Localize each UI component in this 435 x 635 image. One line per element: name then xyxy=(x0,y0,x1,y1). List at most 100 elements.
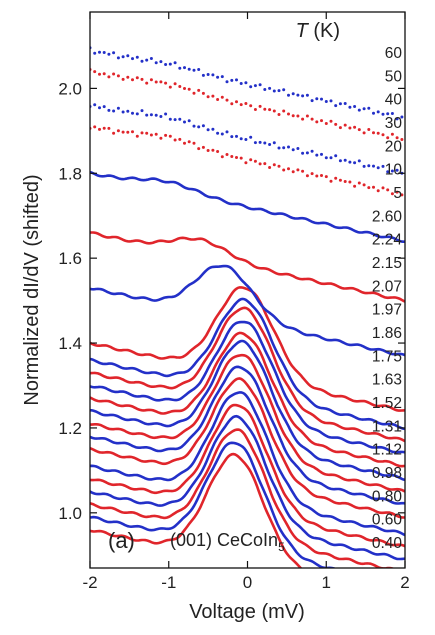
series-30-point xyxy=(263,162,267,166)
series-60-point xyxy=(230,78,234,82)
series-50-point xyxy=(98,72,101,76)
series-40-point xyxy=(112,109,116,113)
series-50-point xyxy=(291,114,295,118)
series-50-point xyxy=(343,123,347,127)
series-1.75-curve xyxy=(90,353,405,493)
series-30-point xyxy=(310,172,314,176)
series-40-point xyxy=(140,109,144,113)
series-60-point xyxy=(315,97,319,101)
series-30-point xyxy=(277,164,281,168)
series-30-point xyxy=(183,141,186,145)
series-40-point xyxy=(230,135,234,139)
series-40-point xyxy=(376,166,380,170)
series-40-point xyxy=(268,143,272,146)
series-label-2.60: 2.60 xyxy=(372,208,403,225)
series-50-point xyxy=(164,81,168,85)
series-60-point xyxy=(239,82,243,85)
series-50-point xyxy=(230,102,234,106)
series-60-point xyxy=(211,73,215,77)
series-label-1.97: 1.97 xyxy=(372,302,402,319)
series-50-point xyxy=(145,81,149,85)
series-50-point xyxy=(301,117,305,121)
series-40-point xyxy=(216,131,220,135)
series-30-point xyxy=(338,178,342,182)
series-40-point xyxy=(102,105,106,109)
series-60-point xyxy=(305,93,309,97)
series-40-point xyxy=(126,109,130,113)
series-30-point xyxy=(372,185,375,189)
series-30-point xyxy=(116,129,120,133)
series-40-point xyxy=(362,164,366,168)
series-60-point xyxy=(178,66,182,70)
series-40-point xyxy=(135,112,139,116)
series-40-point xyxy=(187,119,191,123)
series-50-point xyxy=(197,88,201,92)
series-50-point xyxy=(296,114,300,118)
series-label-50: 50 xyxy=(385,68,403,85)
series-50-point xyxy=(357,128,361,132)
series-60-point xyxy=(154,61,158,65)
series-50-point xyxy=(178,85,182,88)
series-50-point xyxy=(220,95,224,99)
series-60-point xyxy=(249,85,253,89)
series-40-point xyxy=(258,140,262,144)
series-30-point xyxy=(98,127,101,131)
series-60-point xyxy=(334,104,338,108)
series-50-point xyxy=(131,78,134,82)
series-60-point xyxy=(98,50,101,54)
series-30-point xyxy=(149,133,153,137)
series-40-point xyxy=(305,151,309,155)
series-1.12-curve xyxy=(90,403,405,548)
series-2.24-curve xyxy=(90,297,405,431)
series-50-point xyxy=(334,122,338,126)
series-60-point xyxy=(112,51,116,55)
series-40-point xyxy=(282,146,286,150)
series-40-point xyxy=(107,108,111,112)
y-tick-label: 2.0 xyxy=(58,79,82,98)
series-50-point xyxy=(253,108,257,111)
series-60-point xyxy=(216,75,220,79)
series-50-point xyxy=(173,82,177,86)
series-40-point xyxy=(98,106,101,110)
series-40-point xyxy=(93,103,97,107)
series-50-point xyxy=(107,75,111,79)
series-40-point xyxy=(235,134,238,138)
series-60-point xyxy=(310,99,314,103)
series-30-point xyxy=(268,166,272,169)
series-40-point xyxy=(291,148,295,152)
series-50-point xyxy=(239,103,243,107)
sample-annotation: (001) CeCoIn5 xyxy=(170,530,285,554)
series-60-point xyxy=(201,73,205,77)
series-30-point xyxy=(353,184,357,188)
series-10-curve xyxy=(90,231,405,303)
x-tick-label: 1 xyxy=(322,573,331,592)
series-30-point xyxy=(211,148,215,152)
series-40-point xyxy=(272,141,276,145)
series-30-point xyxy=(93,125,97,129)
series-30-point xyxy=(343,180,347,183)
series-40-point xyxy=(168,117,172,121)
series-30-point xyxy=(178,137,182,141)
series-50-point xyxy=(268,108,272,112)
series-60-point xyxy=(192,68,196,72)
series-label-1.31: 1.31 xyxy=(372,418,402,435)
series-50-point xyxy=(216,98,220,101)
series-50-point xyxy=(282,109,286,113)
curve-labels: 0.40 0.60 0.80 0.98 1.12 1.31 1.52 1.63 1.75 1.86… xyxy=(372,45,403,552)
series-60-point xyxy=(324,100,328,103)
x-tick-label: -1 xyxy=(161,573,176,592)
series-40-point xyxy=(239,137,243,141)
series-30-point xyxy=(187,140,191,144)
series-60-point xyxy=(343,102,347,105)
series-40-point xyxy=(178,117,182,121)
x-tick-label: 2 xyxy=(400,573,409,592)
series-60-point xyxy=(329,99,333,103)
series-30-point xyxy=(112,131,116,135)
series-50-point xyxy=(400,138,404,141)
series-50-point xyxy=(235,100,238,104)
series-60-point xyxy=(272,89,276,93)
series-label-1.63: 1.63 xyxy=(372,372,402,389)
axis-ticks: -2 -1 0 1 2 1.0 1.2 1.4 1.6 1.8 2.0 xyxy=(58,12,410,592)
series-30-point xyxy=(320,174,323,177)
series-60-point xyxy=(338,102,342,106)
